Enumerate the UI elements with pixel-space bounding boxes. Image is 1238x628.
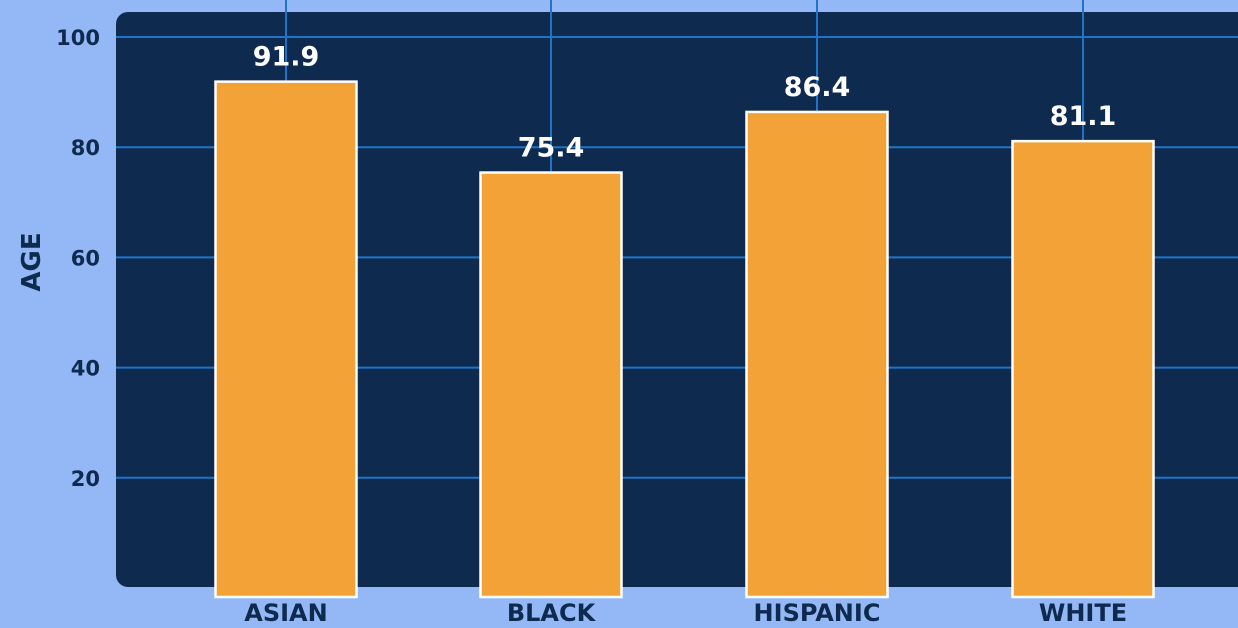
x-tick-label-hispanic: HISPANIC: [754, 599, 881, 627]
plot-area: [116, 12, 1238, 587]
x-tick-label-asian: ASIAN: [244, 599, 327, 627]
y-axis-ticks: 20 40 60 80 100: [56, 26, 100, 491]
y-tick-label: 60: [71, 246, 100, 270]
value-label-white: 81.1: [1050, 101, 1117, 132]
value-labels: 91.9 75.4 86.4 81.1: [253, 42, 1117, 164]
bars: [214, 80, 1155, 599]
bar-white: [1011, 139, 1155, 599]
bar-asian: [214, 80, 358, 599]
x-tick-label-black: BLACK: [507, 599, 597, 627]
bar-black: [479, 171, 623, 599]
x-tick-label-white: WHITE: [1039, 599, 1127, 627]
x-axis-ticks: ASIAN BLACK HISPANIC WHITE: [244, 599, 1127, 627]
y-tick-label: 80: [71, 136, 100, 160]
y-axis-title: AGE: [17, 232, 47, 291]
value-label-black: 75.4: [518, 133, 585, 164]
value-label-hispanic: 86.4: [784, 72, 851, 103]
y-tick-label: 40: [71, 357, 100, 381]
bar-hispanic: [745, 110, 889, 599]
y-tick-label: 100: [56, 26, 100, 50]
value-label-asian: 91.9: [253, 42, 320, 73]
y-tick-label: 20: [71, 467, 100, 491]
